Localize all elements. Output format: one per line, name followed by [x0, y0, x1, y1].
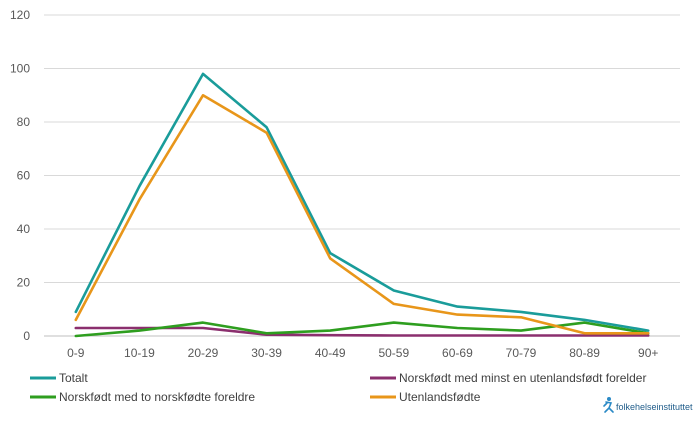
- logo-text: folkehelseinstituttet: [616, 402, 693, 412]
- person-running-icon: [603, 397, 614, 413]
- legend-item-0: Totalt: [30, 371, 88, 385]
- x-tick-label: 80-89: [569, 346, 600, 360]
- legend-label: Norskfødt med minst en utenlandsfødt for…: [399, 371, 646, 385]
- series-line-0: [74, 72, 650, 332]
- y-tick-label: 100: [10, 62, 30, 76]
- x-tick-label: 40-49: [315, 346, 346, 360]
- logo: folkehelseinstituttet: [603, 397, 693, 413]
- x-tick-label: 10-19: [124, 346, 155, 360]
- y-tick-label: 60: [17, 169, 31, 183]
- legend-item-2: Norskfødt med to norskfødte foreldre: [30, 390, 255, 404]
- y-tick-label: 80: [17, 115, 31, 129]
- series-lines: [74, 72, 650, 338]
- x-axis-ticks: 0-9 10-19 20-29 30-39 40-49 50-59 60-69 70-79 80…: [67, 346, 658, 360]
- x-tick-label: 90+: [638, 346, 658, 360]
- y-tick-label: 120: [10, 8, 30, 22]
- legend-label: Norskfødt med to norskfødte foreldre: [59, 390, 255, 404]
- series-line-1: [74, 326, 650, 337]
- legend-label: Utenlandsfødte: [399, 390, 481, 404]
- legend-item-3: Utenlandsfødte: [370, 390, 481, 404]
- y-axis-ticks: 0 20 40 60 80 100 120: [10, 8, 30, 343]
- legend: Totalt Norskfødt med minst en utenlandsfø…: [30, 371, 646, 404]
- legend-item-1: Norskfødt med minst en utenlandsfødt for…: [370, 371, 646, 385]
- x-tick-label: 0-9: [67, 346, 85, 360]
- y-tick-label: 20: [17, 276, 31, 290]
- x-tick-label: 30-39: [251, 346, 282, 360]
- x-tick-label: 70-79: [506, 346, 537, 360]
- series-line-3: [74, 94, 650, 335]
- x-tick-label: 50-59: [378, 346, 409, 360]
- y-tick-label: 40: [17, 222, 31, 236]
- y-tick-label: 0: [23, 329, 30, 343]
- legend-label: Totalt: [59, 371, 88, 385]
- x-tick-label: 20-29: [188, 346, 219, 360]
- x-tick-label: 60-69: [442, 346, 473, 360]
- grid-lines: [44, 14, 680, 337]
